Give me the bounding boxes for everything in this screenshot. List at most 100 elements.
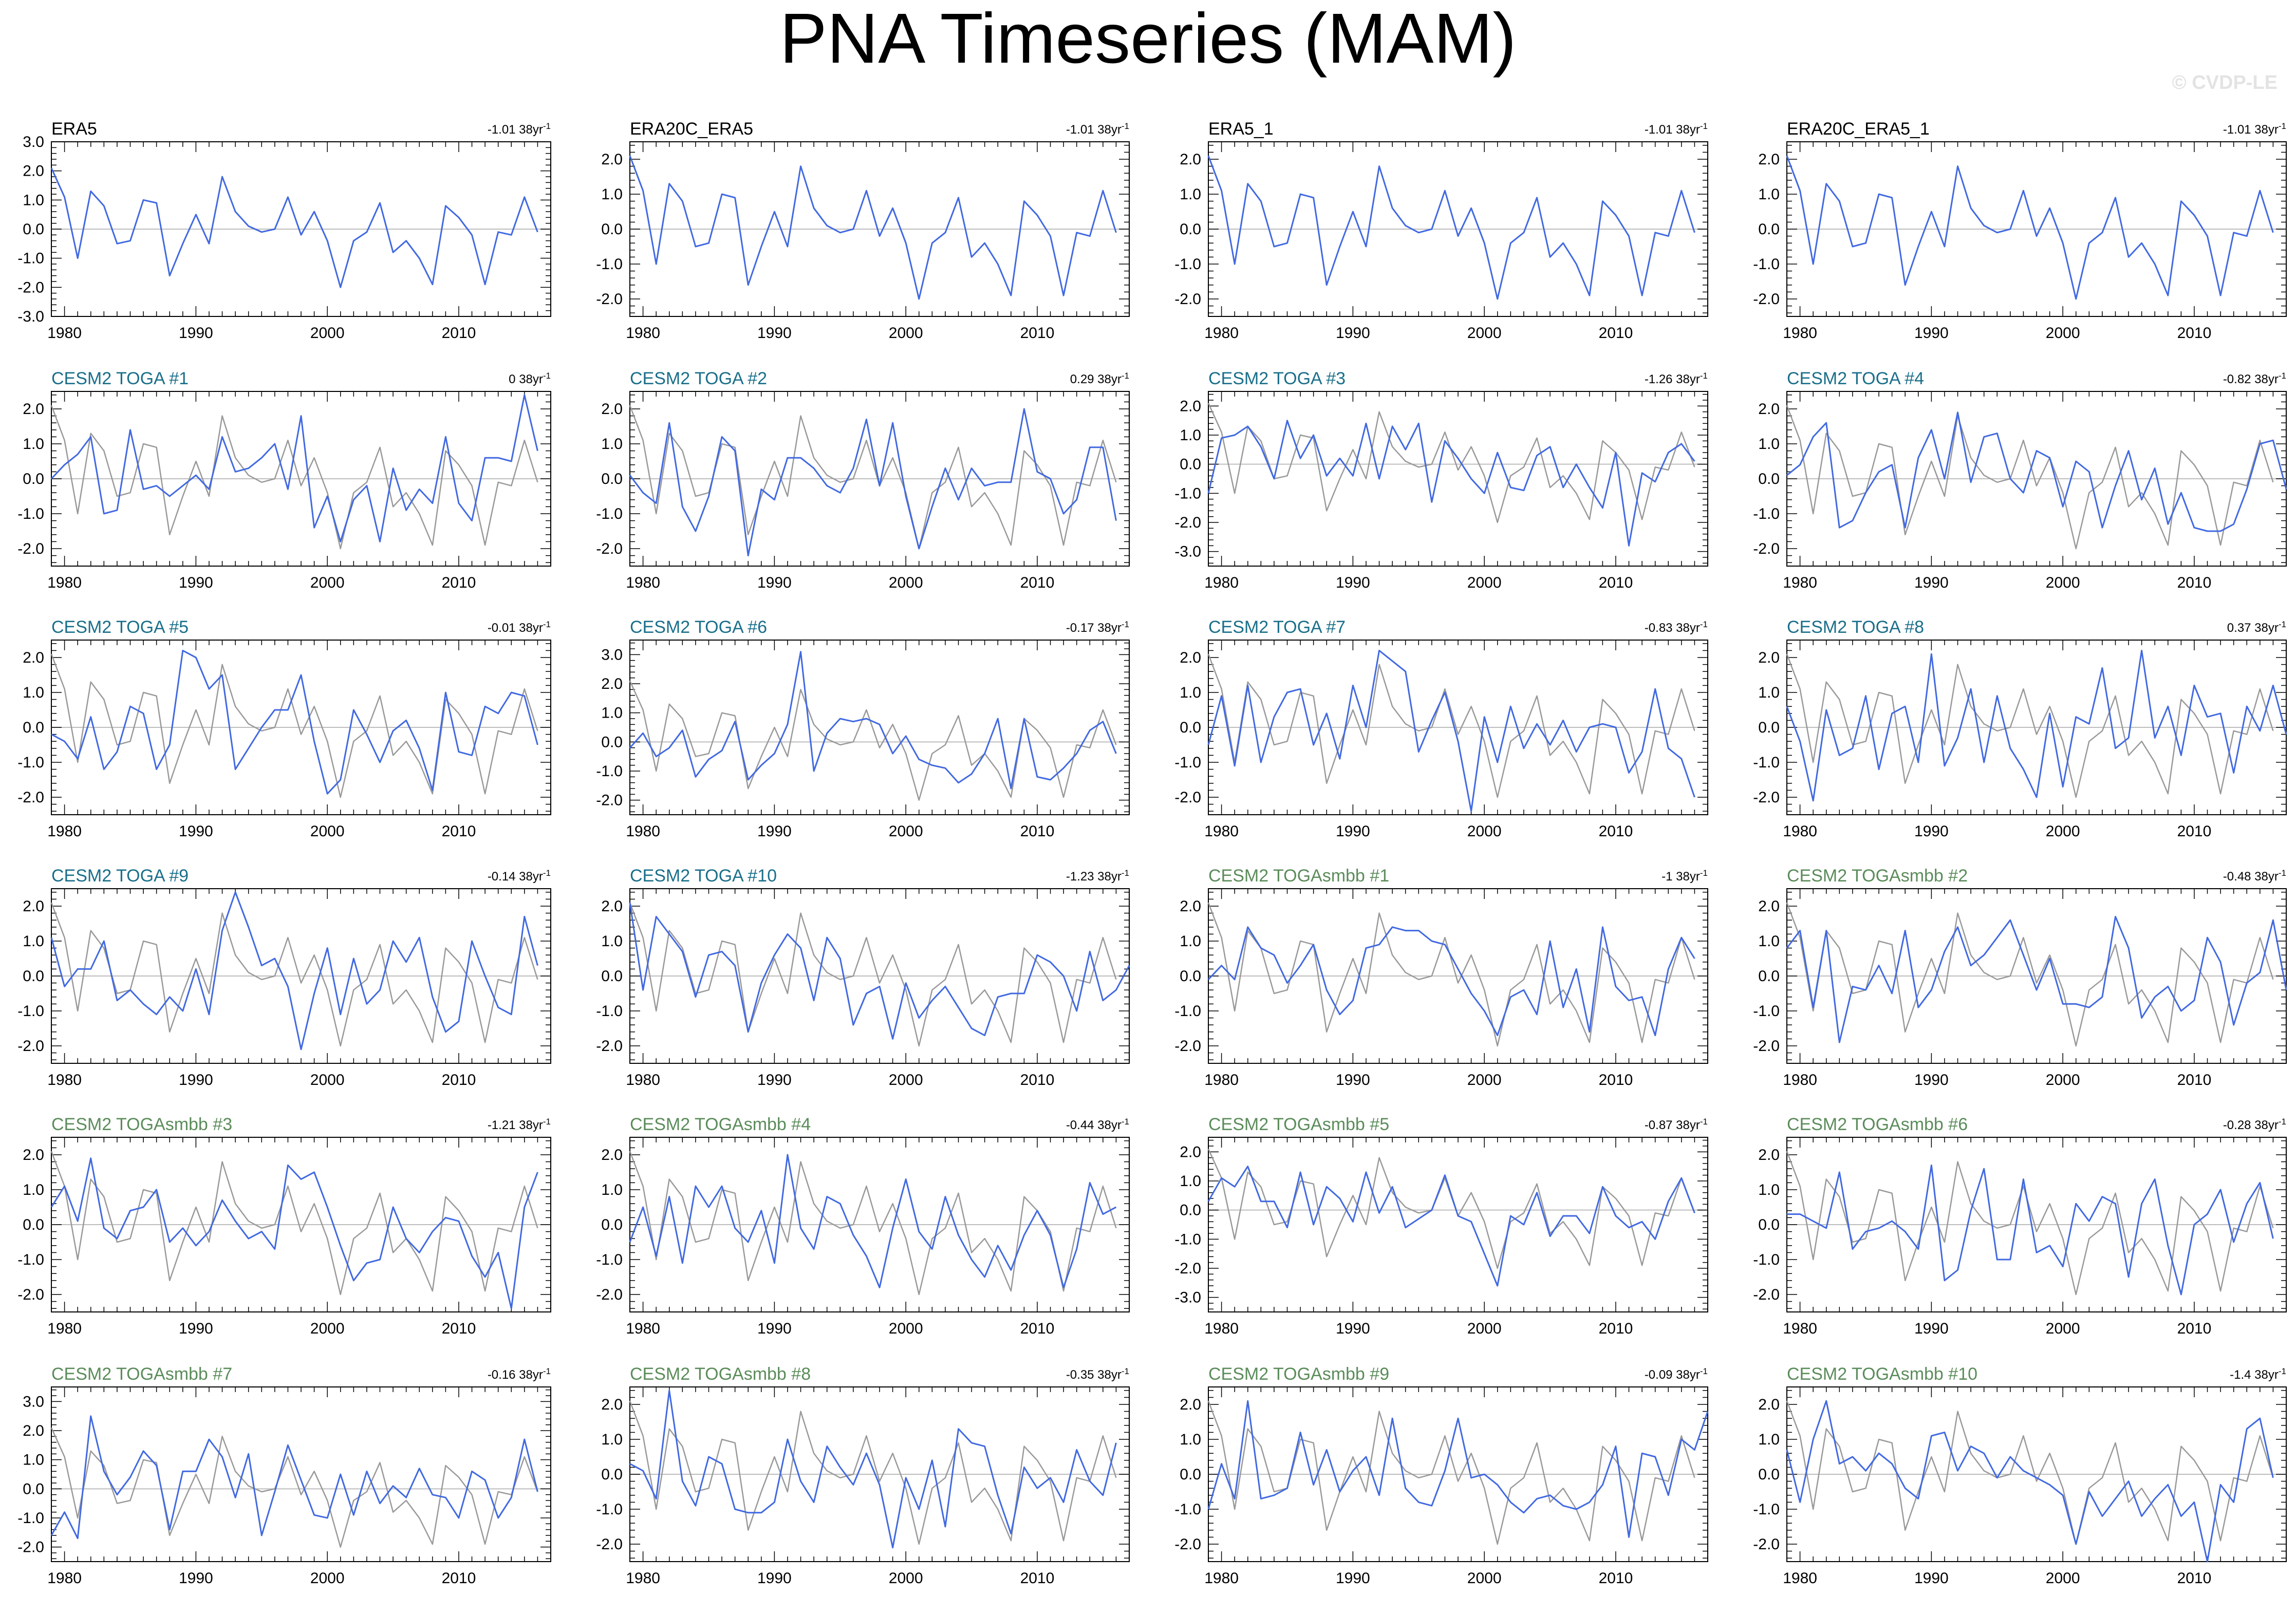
trend-label: -0.48 38yr-1 xyxy=(2223,868,2286,884)
x-tick-label: 1990 xyxy=(1914,325,1949,342)
y-tick-label: 2.0 xyxy=(601,898,623,915)
observed-series-line xyxy=(1786,405,2274,550)
x-tick-label: 2010 xyxy=(2177,1570,2212,1587)
y-tick-label: -1.0 xyxy=(1753,754,1780,771)
y-tick-label: -2.0 xyxy=(596,540,623,557)
y-tick-label: 2.0 xyxy=(1758,401,1780,418)
observed-series-line xyxy=(1786,902,2274,1047)
model-series-line xyxy=(51,649,538,795)
model-series-line xyxy=(1786,915,2287,1043)
x-tick-label: 1990 xyxy=(1336,823,1370,840)
x-tick-label: 2010 xyxy=(2177,325,2212,342)
x-tick-label: 1980 xyxy=(1783,574,1817,591)
x-tick-label: 2000 xyxy=(2046,1072,2080,1088)
panel-label: CESM2 TOGAsmbb #10 xyxy=(1787,1364,1977,1384)
x-tick-label: 2000 xyxy=(2046,325,2080,342)
panel-label: CESM2 TOGAsmbb #5 xyxy=(1208,1115,1389,1134)
x-tick-label: 2000 xyxy=(2046,1320,2080,1337)
y-tick-label: 0.0 xyxy=(1758,1466,1780,1483)
x-tick-label: 1990 xyxy=(757,823,792,840)
x-tick-label: 2010 xyxy=(2177,1072,2212,1088)
y-tick-label: 0.0 xyxy=(23,1216,44,1233)
panel-label: CESM2 TOGA #6 xyxy=(630,617,767,637)
x-tick-label: 2000 xyxy=(2046,1570,2080,1587)
x-tick-label: 1980 xyxy=(1783,1072,1817,1088)
x-tick-label: 2000 xyxy=(1467,325,1502,342)
y-tick-label: 2.0 xyxy=(23,1147,44,1163)
y-tick-label: -1.0 xyxy=(596,763,623,780)
y-tick-label: 0.0 xyxy=(1180,221,1201,238)
y-tick-label: -1.0 xyxy=(596,1501,623,1518)
y-tick-label: -1.0 xyxy=(1753,1251,1780,1268)
x-tick-label: 2000 xyxy=(889,1072,923,1088)
y-tick-label: 2.0 xyxy=(1758,151,1780,168)
y-tick-label: 2.0 xyxy=(601,1147,623,1163)
y-tick-label: -2.0 xyxy=(1174,789,1201,806)
observed-series-line xyxy=(50,1427,538,1548)
panel-frame xyxy=(51,1386,551,1562)
x-tick-label: 1980 xyxy=(1204,1072,1239,1088)
x-tick-label: 1990 xyxy=(179,1320,213,1337)
observed-series-line xyxy=(1207,902,1695,1047)
y-tick-label: 1.0 xyxy=(1758,436,1780,453)
y-tick-label: 1.0 xyxy=(601,436,623,453)
y-tick-label: -1.0 xyxy=(596,1003,623,1020)
panel-label: CESM2 TOGAsmbb #6 xyxy=(1787,1115,1968,1134)
x-tick-label: 1980 xyxy=(47,823,82,840)
y-tick-label: -2.0 xyxy=(596,1536,623,1553)
x-tick-label: 1990 xyxy=(757,325,792,342)
x-tick-label: 1990 xyxy=(179,574,213,591)
x-tick-label: 1980 xyxy=(47,325,82,342)
y-tick-label: 0.0 xyxy=(1758,471,1780,487)
y-tick-label: -2.0 xyxy=(1753,1536,1780,1553)
y-tick-label: 2.0 xyxy=(1758,649,1780,666)
y-tick-label: -2.0 xyxy=(1174,1536,1201,1553)
x-tick-label: 1990 xyxy=(1914,1320,1949,1337)
y-tick-label: 2.0 xyxy=(23,898,44,915)
trend-label: -0.44 38yr-1 xyxy=(1066,1117,1129,1132)
model-series-line xyxy=(1207,649,1695,812)
model-series-line xyxy=(1207,926,1695,1037)
figure-title: PNA Timeseries (MAM) xyxy=(779,0,1517,78)
y-tick-label: 2.0 xyxy=(601,401,623,418)
y-tick-label: 0.0 xyxy=(601,1466,623,1483)
x-tick-label: 2010 xyxy=(2177,574,2212,591)
model-series-line xyxy=(50,167,538,288)
y-tick-label: 1.0 xyxy=(1758,684,1780,701)
y-tick-label: -2.0 xyxy=(1753,1038,1780,1055)
y-tick-label: 0.0 xyxy=(1180,1202,1201,1219)
panel-frame xyxy=(629,640,1130,815)
y-tick-label: -2.0 xyxy=(1174,1038,1201,1055)
y-tick-label: -1.0 xyxy=(1174,1231,1201,1248)
x-tick-label: 2000 xyxy=(1467,1072,1502,1088)
y-tick-label: 0.0 xyxy=(23,471,44,487)
panel-13: 2.0 1.0 0.0 -1.0 -2.0 1980 1990 2000 2010 CESM2 T… xyxy=(17,866,551,1088)
x-tick-label: 1980 xyxy=(626,1320,660,1337)
y-tick-label: 0.0 xyxy=(23,968,44,985)
y-tick-label: 1.0 xyxy=(1180,1431,1201,1448)
panel-label: CESM2 TOGA #9 xyxy=(51,866,189,886)
panel-label: CESM2 TOGAsmbb #8 xyxy=(630,1364,811,1384)
y-tick-label: -2.0 xyxy=(17,1539,44,1556)
x-tick-label: 2000 xyxy=(889,1570,923,1587)
model-series-line xyxy=(1207,155,1695,300)
x-tick-label: 1990 xyxy=(757,1072,792,1088)
trend-label: 0 38yr-1 xyxy=(509,371,551,386)
x-tick-label: 2010 xyxy=(1599,1072,1633,1088)
y-tick-label: -1.0 xyxy=(596,256,623,273)
trend-label: -1.01 38yr-1 xyxy=(1066,121,1129,137)
x-tick-label: 2010 xyxy=(1599,325,1633,342)
y-tick-label: -1.0 xyxy=(1174,1501,1201,1518)
y-tick-label: 1.0 xyxy=(601,705,623,722)
x-tick-label: 2010 xyxy=(442,1320,476,1337)
y-tick-label: -2.0 xyxy=(17,279,44,296)
model-series-line xyxy=(50,394,538,542)
x-tick-label: 2010 xyxy=(1020,1320,1055,1337)
panel-label: CESM2 TOGA #4 xyxy=(1787,369,1924,388)
y-tick-label: 1.0 xyxy=(1758,1181,1780,1198)
